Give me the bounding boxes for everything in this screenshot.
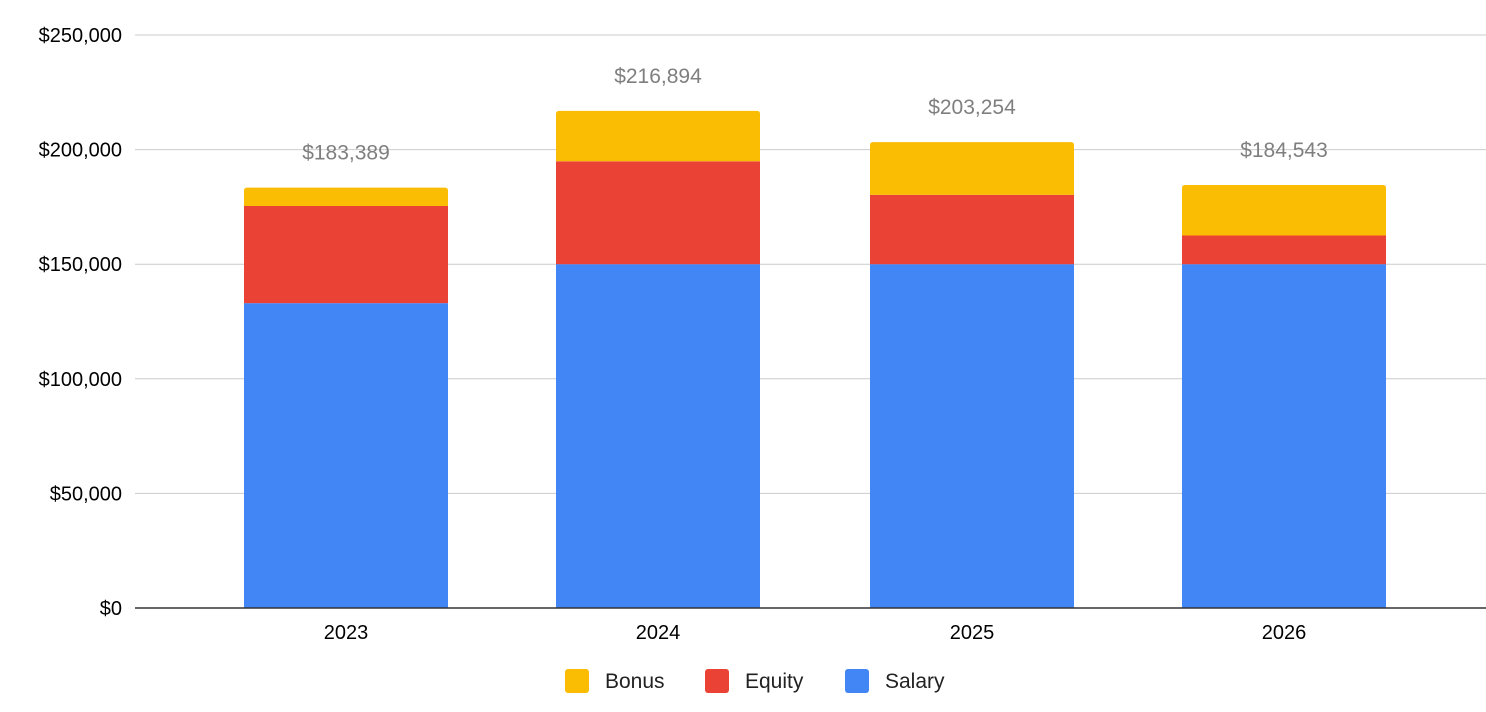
legend-label-equity: Equity xyxy=(745,670,804,693)
y-tick-label: $100,000 xyxy=(39,369,122,391)
legend-label-salary: Salary xyxy=(885,670,945,693)
total-label: $184,543 xyxy=(1240,139,1328,162)
total-labels: $183,389 $216,894 $203,254 $184,543 xyxy=(302,65,1328,165)
bar-segment-equity-2025 xyxy=(870,194,1074,265)
bar-segment-salary-2026 xyxy=(1182,264,1386,608)
y-tick-label: $50,000 xyxy=(50,483,122,505)
x-axis-tick-labels: 2023 2024 2025 2026 xyxy=(324,622,1307,644)
legend-label-bonus: Bonus xyxy=(605,670,665,693)
x-tick-label: 2025 xyxy=(950,622,995,644)
y-tick-label: $250,000 xyxy=(39,25,122,47)
legend-swatch-salary xyxy=(845,669,869,693)
y-tick-label: $200,000 xyxy=(39,140,122,162)
total-label: $183,389 xyxy=(302,142,390,165)
legend-swatch-equity xyxy=(705,669,729,693)
x-tick-label: 2023 xyxy=(324,622,369,644)
bar-segment-salary-2024 xyxy=(556,264,760,608)
y-axis-tick-labels: $0 $50,000 $100,000 $150,000 $200,000 $250,00… xyxy=(39,25,122,620)
total-label: $203,254 xyxy=(928,96,1016,119)
y-tick-label: $0 xyxy=(100,598,122,620)
y-tick-label: $150,000 xyxy=(39,254,122,276)
legend: Bonus Equity Salary xyxy=(565,669,945,693)
bar-segment-equity-2024 xyxy=(556,161,760,265)
bar-segment-equity-2023 xyxy=(244,206,448,304)
bar-segment-salary-2025 xyxy=(870,264,1074,608)
total-label: $216,894 xyxy=(614,65,702,88)
x-tick-label: 2024 xyxy=(636,622,681,644)
bar-segment-equity-2026 xyxy=(1182,235,1386,265)
x-tick-label: 2026 xyxy=(1262,622,1307,644)
legend-swatch-bonus xyxy=(565,669,589,693)
bar-segment-bonus-2023 xyxy=(244,187,448,207)
bar-segment-salary-2023 xyxy=(244,303,448,608)
bar-segment-bonus-2026 xyxy=(1182,185,1386,236)
bars xyxy=(244,110,1386,608)
bar-segment-bonus-2024 xyxy=(556,110,760,162)
bar-segment-bonus-2025 xyxy=(870,142,1074,195)
